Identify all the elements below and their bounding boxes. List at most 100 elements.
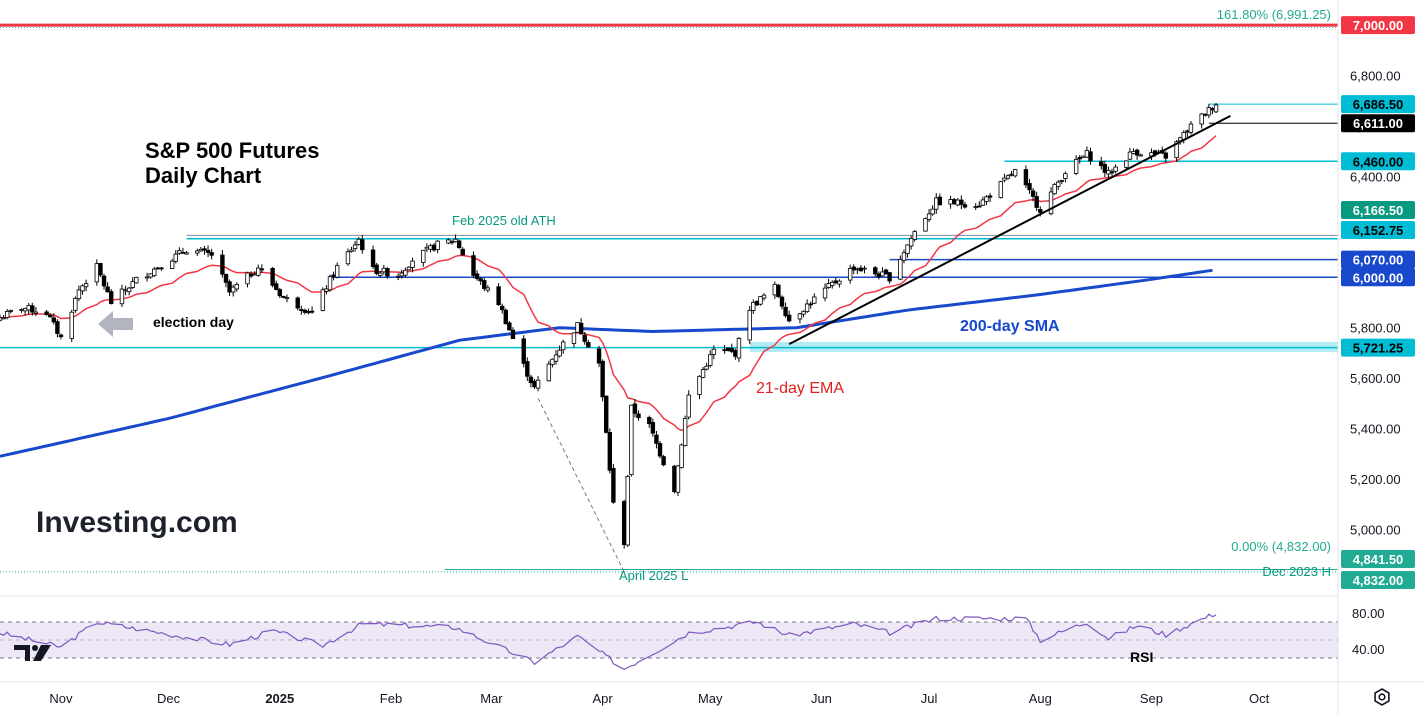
candle-body [248, 273, 254, 277]
candle-body [399, 272, 404, 277]
candle-body [474, 273, 480, 280]
candle-body [223, 274, 229, 283]
candle [1088, 147, 1093, 165]
candle-body [754, 301, 760, 306]
price-tag-bg [1341, 114, 1415, 133]
candle-body [152, 268, 157, 277]
candle-body [647, 417, 652, 425]
candle [471, 251, 476, 279]
candle-body [256, 267, 261, 276]
candle [385, 267, 390, 279]
election-arrow-icon [98, 311, 133, 337]
candle-body [205, 249, 211, 253]
candle-body [761, 294, 767, 299]
y-tick-label: 5,200.00 [1350, 472, 1401, 487]
candle-body [686, 394, 691, 418]
chart-title: S&P 500 Futures [145, 138, 319, 163]
candle-body [611, 467, 616, 503]
candle [435, 239, 440, 254]
candle [410, 257, 415, 273]
candle [700, 366, 706, 379]
candle-body [560, 341, 566, 351]
candle [528, 374, 534, 388]
candle-body [503, 309, 508, 325]
candle-body [245, 272, 250, 285]
candle-body [378, 272, 383, 276]
candle [105, 282, 110, 293]
candle-body [575, 322, 580, 333]
candle [1023, 165, 1029, 188]
ema-21-line [0, 135, 1217, 432]
x-tick-label: Sep [1140, 691, 1163, 706]
candle-body [607, 431, 613, 471]
candle [51, 313, 57, 325]
candle [1077, 155, 1082, 164]
candle [883, 268, 889, 275]
x-tick-label: Feb [380, 691, 402, 706]
price-tag: 6,611.00 [1341, 114, 1415, 133]
candle-body [629, 404, 634, 476]
candle-body [783, 306, 788, 317]
candle [754, 300, 760, 306]
candle [725, 347, 731, 352]
candle-body [1027, 183, 1032, 191]
price-tag-label: 6,070.00 [1353, 253, 1404, 268]
candle-body [1185, 130, 1190, 133]
candle-body [546, 363, 552, 382]
candle-body [679, 444, 684, 469]
candle [600, 359, 605, 402]
candle-body [55, 321, 60, 334]
candle-body [1056, 181, 1061, 187]
candle-body [650, 421, 656, 434]
candle-body [51, 317, 57, 323]
candle-body [431, 244, 437, 251]
candle [395, 273, 401, 281]
candle [862, 265, 867, 274]
candle-body [1088, 151, 1093, 162]
candle [776, 284, 781, 298]
price-tag-bg [1341, 16, 1415, 35]
candle [747, 305, 752, 345]
candle [320, 287, 326, 312]
candle-body [109, 291, 114, 304]
candle-body [801, 310, 806, 315]
candle [1213, 102, 1219, 114]
candle-body [277, 289, 282, 297]
candle-body [327, 276, 333, 291]
price-tag-bg [1341, 571, 1415, 589]
candle-body [209, 252, 214, 256]
candle [503, 308, 508, 325]
candle-body [295, 297, 300, 309]
x-tick-label: Jul [921, 691, 938, 706]
candle-body [105, 286, 110, 293]
candle-body [1012, 169, 1018, 177]
candle-body [1063, 173, 1068, 179]
candle-body [600, 360, 605, 398]
candle-body [98, 263, 103, 276]
price-tag-label: 4,841.50 [1353, 552, 1404, 567]
candle-body [385, 268, 390, 277]
candle [908, 235, 914, 250]
price-tag-bg [1341, 95, 1415, 114]
candle [1063, 171, 1068, 183]
candle-body [324, 288, 329, 292]
candle-body [955, 199, 960, 206]
candle [751, 299, 756, 315]
candle-body [234, 284, 239, 290]
candle-body [1206, 107, 1212, 116]
candle-body [406, 266, 412, 271]
candle-body [704, 365, 709, 370]
candle [205, 245, 211, 258]
candle-body [786, 314, 792, 322]
candle [736, 336, 742, 363]
candle [812, 293, 817, 305]
candle [177, 247, 182, 255]
settings-icon[interactable] [1374, 688, 1390, 706]
candle-body [973, 206, 978, 209]
candle-body [1, 317, 6, 320]
candle [327, 274, 333, 292]
price-tag: 4,832.00 [1341, 571, 1415, 589]
candle [499, 303, 505, 314]
price-tag: 7,000.00 [1341, 16, 1415, 35]
price-tag: 6,152.75 [1341, 221, 1415, 239]
